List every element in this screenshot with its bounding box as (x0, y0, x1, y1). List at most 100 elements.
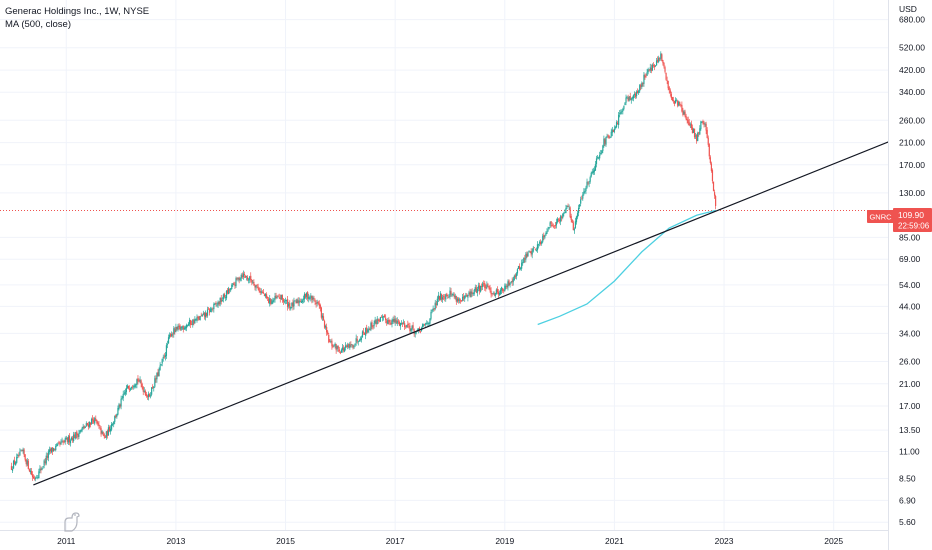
candle-body (463, 296, 465, 299)
y-tick-label: 34.00 (899, 328, 921, 338)
candle-body (571, 219, 573, 223)
candle-body (448, 296, 450, 298)
candle-body (129, 388, 132, 390)
candle-body (565, 208, 567, 213)
candle-body (349, 344, 351, 349)
candle-body (614, 127, 617, 129)
candle-body (439, 293, 442, 300)
candle-body (554, 225, 556, 227)
candle-body (615, 122, 618, 128)
support-trendline[interactable] (33, 130, 917, 486)
candle-body (572, 222, 574, 231)
candle-body (455, 296, 457, 302)
trendline[interactable] (33, 130, 917, 486)
candle-body (459, 300, 462, 302)
candle-body (232, 283, 234, 286)
candle-body (238, 277, 240, 280)
candle-body (549, 222, 551, 227)
candle-body (105, 431, 107, 438)
candle-body (649, 67, 651, 71)
y-tick-label: 17.00 (899, 401, 921, 411)
candle-body (225, 290, 228, 299)
candle-body (158, 369, 160, 377)
candle-body (399, 322, 402, 327)
candle-body (713, 192, 716, 196)
candle-body (545, 232, 547, 236)
candle-body (483, 283, 485, 285)
candle-body (262, 292, 265, 294)
candle-body (245, 276, 248, 278)
candle-body (154, 378, 156, 387)
candle-body (192, 319, 194, 325)
candle-body (491, 293, 493, 295)
candle-body (345, 345, 347, 348)
candle-body (41, 467, 43, 470)
candle-body (10, 466, 13, 470)
candle-body (486, 284, 488, 288)
candle-body (576, 213, 579, 218)
candle-body (590, 172, 592, 177)
candle-body (138, 380, 140, 382)
candle-body (395, 319, 397, 323)
candle-body (434, 302, 436, 309)
candle-body (134, 384, 136, 388)
candle-body (363, 332, 366, 335)
candle-body (58, 442, 60, 444)
candle-body (560, 216, 562, 222)
candle-body (427, 323, 429, 324)
candle-body (503, 290, 505, 292)
candle-body (346, 345, 348, 347)
candle-body (49, 448, 52, 452)
y-tick-label: 170.00 (899, 160, 925, 170)
y-tick-label: 85.00 (899, 232, 921, 242)
candle-body (145, 394, 147, 396)
candle-body (263, 294, 266, 297)
candle-body (533, 247, 535, 249)
candle-body (261, 291, 263, 293)
candle-body (618, 114, 620, 126)
symbol-title[interactable]: Generac Holdings Inc., 1W, NYSE (5, 6, 150, 17)
candle-body (546, 231, 548, 234)
candle-body (180, 326, 182, 330)
candle-body (224, 297, 227, 299)
candle-body (368, 328, 370, 330)
candle-body (85, 423, 87, 427)
candle-body (234, 284, 236, 286)
ma-500-line (537, 209, 716, 326)
candle-body (178, 325, 180, 327)
candle-body (61, 440, 63, 442)
candle-body (334, 343, 336, 346)
candle-body (289, 302, 291, 309)
candle-body (132, 386, 134, 388)
candle-body (475, 287, 477, 293)
candle-body (189, 319, 191, 325)
y-axis-ticks: 680.00 520.00 420.00 340.00 260.00 210.00 170.… (899, 15, 925, 528)
candle-body (423, 324, 425, 326)
candle-body (88, 421, 91, 427)
candle-body (432, 308, 434, 311)
candle-body (667, 80, 669, 89)
candle-body (437, 295, 439, 299)
candle-body (468, 292, 470, 295)
candle-body (264, 293, 267, 297)
candle-body (457, 298, 460, 302)
candle-body (476, 288, 478, 293)
candle-body (257, 286, 259, 288)
candle-body (385, 317, 387, 321)
candle-body (137, 378, 139, 382)
candle-body (310, 295, 312, 299)
candle-body (603, 138, 605, 147)
candle-body (240, 274, 242, 279)
candle-body (473, 289, 475, 294)
candle-body (285, 300, 288, 302)
chart-legend[interactable]: Generac Holdings Inc., 1W, NYSE MA (500,… (5, 5, 149, 31)
tradingview-logo-icon[interactable] (62, 510, 82, 539)
y-tick-label: 420.00 (899, 65, 925, 75)
candle-body (35, 477, 37, 479)
candle-body (55, 445, 57, 451)
candle-body (421, 324, 424, 327)
candle-body (14, 460, 16, 465)
indicator-title[interactable]: MA (500, close) (5, 19, 71, 30)
candle-body (681, 104, 683, 112)
